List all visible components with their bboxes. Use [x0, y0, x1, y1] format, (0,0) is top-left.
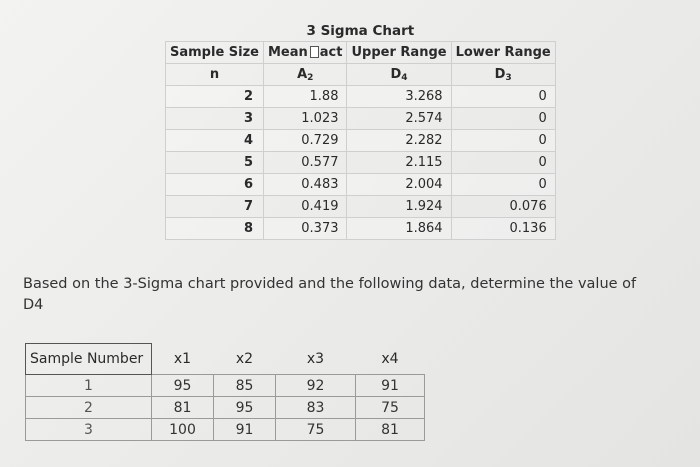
cell-x2: 91 — [213, 418, 276, 441]
sample-row: 1 95 85 92 91 — [25, 374, 425, 397]
sigma-row: 7 0.419 1.924 0.076 — [165, 195, 556, 218]
sigma-chart-title: 3 Sigma Chart — [165, 19, 556, 42]
cell-x1: 95 — [151, 374, 214, 397]
text-cursor-icon — [309, 46, 319, 58]
cell-n: 8 — [165, 217, 264, 240]
sigma-title-row: 3 Sigma Chart — [165, 19, 556, 42]
question-target-d4: D4 — [23, 297, 44, 313]
symbol-d3-letter: D — [494, 66, 506, 82]
cell-x4: 75 — [355, 396, 425, 419]
cell-a2: 0.483 — [262, 173, 348, 196]
cell-n: 6 — [165, 173, 264, 196]
cell-n: 4 — [165, 129, 264, 152]
symbol-d4-letter: D — [390, 66, 402, 82]
cell-sample-number: 3 — [25, 418, 152, 441]
sample-row: 2 81 95 83 75 — [25, 396, 425, 419]
cell-d4: 3.268 — [346, 85, 452, 108]
sigma-symbol-row: n A2 D4 D3 — [165, 63, 556, 86]
cell-d4: 1.924 — [346, 195, 452, 218]
sigma-row: 3 1.023 2.574 0 — [165, 107, 556, 130]
header-fact-tail: act — [319, 45, 343, 60]
cell-d3: 0 — [450, 85, 556, 108]
cell-x2: 95 — [213, 396, 276, 419]
header-upper-range: Upper Range — [346, 41, 452, 64]
sigma-row: 5 0.577 2.115 0 — [165, 151, 556, 174]
sigma-row: 2 1.88 3.268 0 — [165, 85, 556, 108]
symbol-n: n — [165, 63, 264, 86]
cell-n: 2 — [165, 85, 264, 108]
cell-d4: 2.282 — [346, 129, 452, 152]
symbol-a2-sub: 2 — [307, 72, 314, 83]
cell-a2: 0.373 — [262, 217, 348, 240]
cell-x3: 92 — [275, 374, 356, 397]
sample-header-row: Sample Number x1 x2 x3 x4 — [25, 343, 425, 375]
symbol-a2-letter: A — [297, 66, 308, 82]
cell-n: 7 — [165, 195, 264, 218]
sigma-chart-table: 3 Sigma Chart Sample Size Mean act Upper … — [165, 19, 556, 240]
cell-x2: 85 — [213, 374, 276, 397]
header-x1: x1 — [151, 343, 214, 375]
header-mean: Mean — [268, 45, 308, 60]
cell-n: 5 — [165, 151, 264, 174]
symbol-d4-sub: 4 — [401, 72, 408, 83]
symbol-d3-sub: 3 — [505, 72, 512, 83]
cell-d4: 1.864 — [346, 217, 452, 240]
header-x3: x3 — [275, 343, 356, 375]
header-mean-fact: Mean act — [262, 41, 348, 64]
question-text: Based on the 3-Sigma chart provided and … — [23, 276, 637, 292]
sample-data-table: Sample Number x1 x2 x3 x4 1 95 85 92 91 … — [25, 343, 425, 441]
symbol-a2: A2 — [262, 63, 348, 86]
cell-d4: 2.115 — [346, 151, 452, 174]
cell-a2: 0.577 — [262, 151, 348, 174]
symbol-d4: D4 — [346, 63, 452, 86]
cell-d3: 0.136 — [450, 217, 556, 240]
cell-sample-number: 1 — [25, 374, 152, 397]
cell-x3: 75 — [275, 418, 356, 441]
sigma-header-row: Sample Size Mean act Upper Range Lower Ra… — [165, 41, 556, 64]
cell-x4: 91 — [355, 374, 425, 397]
header-sample-size: Sample Size — [165, 41, 264, 64]
symbol-d3: D3 — [450, 63, 556, 86]
cell-a2: 0.419 — [262, 195, 348, 218]
cell-d3: 0 — [450, 151, 556, 174]
header-x4: x4 — [355, 343, 425, 375]
cell-d3: 0 — [450, 173, 556, 196]
cell-a2: 1.88 — [262, 85, 348, 108]
cell-x1: 81 — [151, 396, 214, 419]
sigma-row: 4 0.729 2.282 0 — [165, 129, 556, 152]
cell-d3: 0 — [450, 107, 556, 130]
cell-sample-number: 2 — [25, 396, 152, 419]
cell-d3: 0.076 — [450, 195, 556, 218]
cell-a2: 1.023 — [262, 107, 348, 130]
cell-x4: 81 — [355, 418, 425, 441]
cell-d4: 2.574 — [346, 107, 452, 130]
sigma-row: 6 0.483 2.004 0 — [165, 173, 556, 196]
cell-n: 3 — [165, 107, 264, 130]
sample-row: 3 100 91 75 81 — [25, 418, 425, 441]
cell-a2: 0.729 — [262, 129, 348, 152]
cell-x1: 100 — [151, 418, 214, 441]
sigma-row: 8 0.373 1.864 0.136 — [165, 217, 556, 240]
cell-d3: 0 — [450, 129, 556, 152]
question-text-block: Based on the 3-Sigma chart provided and … — [23, 274, 693, 315]
header-x2: x2 — [213, 343, 276, 375]
cell-x3: 83 — [275, 396, 356, 419]
header-sample-number: Sample Number — [25, 343, 152, 375]
cell-d4: 2.004 — [346, 173, 452, 196]
header-lower-range: Lower Range — [450, 41, 556, 64]
